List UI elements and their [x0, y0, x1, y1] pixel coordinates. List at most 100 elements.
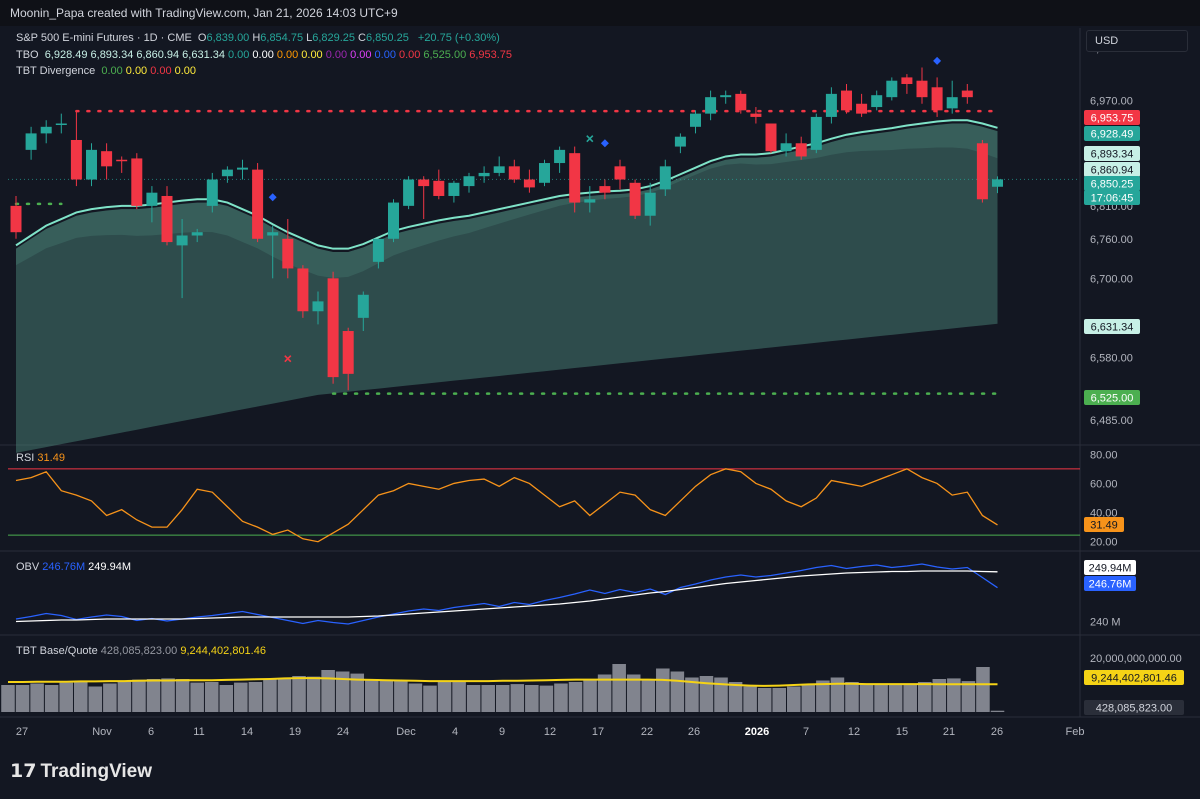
volume-bar [103, 683, 117, 712]
x-tick-label: 17 [592, 726, 604, 738]
candle-body [961, 90, 973, 98]
candle-body [750, 113, 762, 117]
divergence-name: TBT Divergence [16, 65, 96, 77]
main-y-tick: 6,580.00 [1090, 352, 1133, 364]
tbo-value-12: 6,525.00 [423, 49, 467, 61]
tbo-value-5: 0.00 [252, 49, 274, 61]
candle-body [297, 268, 309, 312]
candle-body [206, 179, 218, 206]
obv-price-label-text: 249.94M [1089, 563, 1132, 575]
candle-body [523, 179, 535, 188]
tbo-cloud-upper [16, 123, 998, 278]
currency-button[interactable]: USD [1086, 30, 1188, 52]
obv-price-label-text: 246.76M [1089, 579, 1132, 591]
x-tick-label: 26 [688, 726, 700, 738]
tbo-name: TBO [16, 49, 39, 61]
candle-body [856, 103, 868, 114]
volume-bar [728, 682, 743, 712]
main-y-tick: 6,485.00 [1090, 415, 1133, 427]
candle-body [478, 172, 490, 177]
candle-body [886, 80, 898, 98]
x-tick-label: 26 [991, 726, 1003, 738]
volume-bar [976, 667, 990, 712]
volume-bar [932, 679, 947, 712]
volume-bar [437, 682, 452, 712]
candle-body [659, 166, 671, 190]
divergence-value-1: 0.00 [125, 65, 148, 77]
rsi-y-tick: 60.00 [1090, 478, 1118, 490]
rsi-price-label [1084, 516, 1124, 532]
legend-divergence[interactable]: TBT Divergence 0.00 0.00 0.00 0.00 [16, 65, 202, 77]
obv-price-label [1084, 560, 1136, 575]
x-tick-label: 2026 [745, 726, 769, 738]
symbol-title[interactable]: S&P 500 E-mini Futures · 1D · CME [16, 32, 192, 44]
rsi-legend[interactable]: RSI 31.49 [16, 452, 65, 464]
tbo-value-4: 0.00 [228, 49, 250, 61]
legend-tbo[interactable]: TBO 6,928.49 6,893.34 6,860.94 6,631.34 0.00… [16, 49, 518, 61]
tbo-cloud-lower [16, 123, 998, 453]
volume-bar [117, 681, 132, 712]
volume-bar [234, 682, 248, 712]
candle-body [493, 166, 505, 173]
candle-body [901, 77, 913, 84]
ohlc-key-h: H [252, 32, 261, 44]
x-tick-label: 12 [544, 726, 556, 738]
volume-bar [757, 688, 772, 712]
main-price-label [1084, 146, 1140, 161]
volume-bar [59, 682, 73, 712]
candle-body [614, 166, 626, 180]
volume-bar [539, 685, 554, 712]
sell-cross-icon [284, 355, 292, 363]
tbo-value-7: 0.00 [301, 49, 323, 61]
volume-legend[interactable]: TBT Base/Quote 428,085,823.00 9,244,402,… [16, 645, 266, 657]
rsi-line [15, 468, 998, 543]
tradingview-logo[interactable]: 17 TradingView [10, 760, 152, 783]
rsi-price-label-text: 31.49 [1090, 519, 1118, 531]
candle-body [629, 182, 641, 216]
candle-body [267, 232, 279, 236]
volume-ma-legend-value: 9,244,402,801.46 [180, 645, 266, 657]
candle-body [508, 166, 520, 180]
volume-bar [554, 683, 568, 712]
x-tick-label: 6 [148, 726, 154, 738]
main-price-label [1084, 110, 1140, 125]
volume-bar [423, 685, 437, 712]
main-y-tick: 6,700.00 [1090, 273, 1133, 285]
volume-bar [845, 682, 859, 712]
divergence-value-0: 0.00 [101, 65, 123, 77]
volume-bar [626, 674, 641, 712]
volume-bar [583, 679, 597, 712]
volume-bar [350, 673, 365, 712]
candle-body [916, 80, 928, 98]
volume-bar [961, 681, 976, 712]
volume-bar [219, 685, 234, 712]
candle-body [101, 151, 113, 167]
x-tick-label: 24 [337, 726, 349, 738]
signal-diamond-icon [268, 193, 277, 202]
ohlc-key-o: O [197, 32, 207, 44]
volume-bar [787, 686, 801, 712]
volume-bar [874, 683, 888, 712]
attribution-bar: Moonin_Papa created with TradingView.com… [0, 0, 1200, 26]
obv-legend[interactable]: OBV 246.76M 249.94M [16, 561, 131, 573]
candle-body [191, 232, 203, 236]
x-tick-label: 19 [289, 726, 301, 738]
x-tick-label: 12 [848, 726, 860, 738]
divergence-values: 0.00 0.00 0.00 0.00 [101, 65, 199, 77]
candle-body [403, 179, 415, 206]
candle-body [765, 123, 777, 152]
tbo-value-0: 6,928.49 [44, 49, 88, 61]
candle-body [644, 192, 656, 216]
volume-bar [88, 686, 103, 712]
volume-bar [204, 682, 219, 712]
candle-body [388, 202, 399, 239]
ohlc-value-2: 6,829.25 [312, 32, 356, 44]
rsi-y-tick: 40.00 [1090, 508, 1118, 520]
volume-bar [306, 676, 321, 712]
candle-body [10, 205, 22, 233]
volume-bar [816, 680, 830, 712]
candle-body [976, 143, 988, 200]
main-price-label-text: 17:06:45 [1091, 193, 1134, 205]
